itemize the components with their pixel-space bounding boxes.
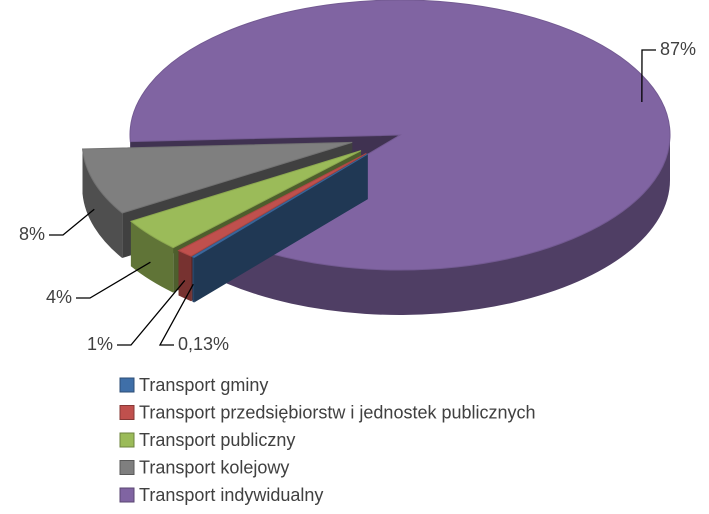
value-labels: 0,13% 1% 4% 8% 87% — [19, 39, 696, 354]
leader-line — [641, 49, 656, 102]
legend-label: Transport gminy — [139, 375, 268, 395]
legend-swatch — [119, 487, 135, 503]
slice-side — [82, 148, 123, 259]
legend-swatch — [119, 405, 135, 420]
legend-label: Transport indywidualny — [139, 485, 323, 505]
value-label: 8% — [19, 224, 45, 244]
legend-label: Transport publiczny — [139, 430, 295, 450]
slice-side — [192, 256, 195, 303]
slice — [177, 153, 367, 257]
slice — [191, 153, 368, 259]
slice-side — [226, 135, 671, 316]
value-label: 0,13% — [178, 334, 229, 354]
value-label: 87% — [660, 39, 696, 59]
legend: Transport gminy Transport przedsiębiorstw… — [119, 375, 536, 505]
legend-label: Transport przedsiębiorstw i jednostek pu… — [139, 402, 536, 422]
value-label: 1% — [87, 334, 113, 354]
slice-side — [178, 250, 192, 302]
legend-swatch — [119, 460, 135, 475]
legend-swatch — [119, 377, 135, 393]
leader-line — [158, 283, 194, 346]
pie — [82, 0, 671, 316]
value-label: 4% — [46, 287, 72, 307]
leader-line — [76, 261, 151, 299]
slice-side — [130, 221, 174, 293]
legend-swatch — [119, 432, 135, 448]
slice-face — [192, 154, 368, 302]
leader-line — [117, 279, 186, 346]
legend-label: Transport kolejowy — [139, 457, 289, 477]
slice — [129, 150, 362, 249]
leader-line — [49, 208, 95, 236]
slice — [82, 141, 353, 214]
